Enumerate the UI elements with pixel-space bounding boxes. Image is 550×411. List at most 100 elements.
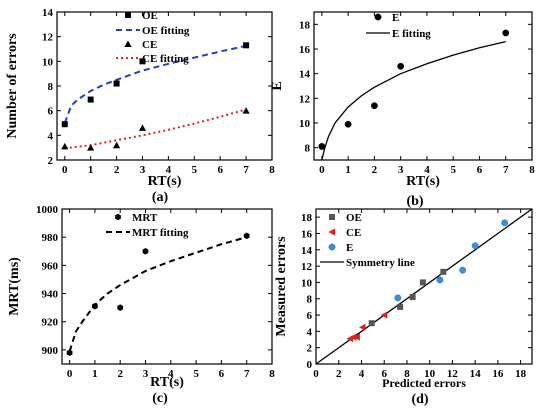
x-tick-label: 7 <box>243 164 249 176</box>
x-tick-label: 0 <box>313 368 319 380</box>
panel-label: (c) <box>152 391 168 406</box>
y-tick-label: 12 <box>301 261 313 273</box>
legend-marker <box>374 13 382 21</box>
data-point-ce <box>359 323 366 331</box>
data-point-oe <box>139 58 146 65</box>
y-axis-label: Measured errors <box>274 236 289 337</box>
x-tick-label: 5 <box>193 368 199 380</box>
y-tick-label: 980 <box>42 232 59 244</box>
panel-label: (d) <box>411 392 428 407</box>
x-tick-label: 8 <box>269 164 275 176</box>
legend-entry: CE fitting <box>116 53 189 65</box>
x-tick-label: 16 <box>492 368 504 380</box>
x-tick-label: 6 <box>477 164 483 176</box>
y-tick-label: 2 <box>48 155 54 167</box>
y-tick-label: 18 <box>299 19 311 31</box>
y-tick-label: 10 <box>299 118 311 130</box>
plot-frame <box>313 11 533 161</box>
x-tick-label: 18 <box>515 368 527 380</box>
x-axis-label: RT(s) <box>148 174 182 189</box>
data-point-e <box>436 276 444 284</box>
x-tick-label: 3 <box>143 368 149 380</box>
legend-entry: OE <box>125 10 158 22</box>
panel-d: 0 2 4 6 8 10 12 14 16 18 0 2 4 6 8 10 12 14 16 18 Predicted … <box>274 208 533 407</box>
x-tick-label: 6 <box>219 368 225 380</box>
legend-label: CE fitting <box>142 53 189 65</box>
legend-marker <box>115 213 121 221</box>
data-point-ce <box>138 124 147 131</box>
x-tick-label: 6 <box>217 164 223 176</box>
x-tick-label: 10 <box>424 368 436 380</box>
y-axis-label: Number of errors <box>5 33 20 139</box>
y-tick-label: 12 <box>299 93 311 105</box>
y-tick-label: 1000 <box>36 204 59 216</box>
legend-entry: E <box>328 242 353 254</box>
data-point-oe <box>113 80 120 87</box>
data-point-ce <box>112 141 121 149</box>
data-point-e <box>501 219 509 227</box>
legend-entry: OE <box>329 212 362 224</box>
x-tick-label: 0 <box>67 368 73 380</box>
data-point-ce <box>349 333 357 341</box>
legend-entry: CE <box>124 39 157 51</box>
data-point-oe <box>397 303 404 310</box>
data-point-ce <box>353 333 360 341</box>
y-tick-label: 10 <box>42 56 54 68</box>
x-tick-label: 7 <box>244 368 250 380</box>
legend-label: OE <box>142 10 158 22</box>
legend-entry: OE fitting <box>116 25 190 37</box>
series-line-e-fitting <box>321 40 506 160</box>
x-axis-label: RT(s) <box>150 375 184 390</box>
y-tick-label: 960 <box>42 260 59 272</box>
y-tick-label: 16 <box>301 228 313 240</box>
legend-entry: MRT fitting <box>106 227 189 239</box>
legend-label: Symmetry line <box>346 257 415 269</box>
data-point-oe <box>61 121 68 128</box>
legend-label: CE <box>142 39 157 51</box>
y-tick-label: 4 <box>307 326 313 338</box>
y-tick-label: 12 <box>42 32 54 44</box>
data-point-mrt <box>243 232 250 240</box>
x-tick-label: 5 <box>192 164 198 176</box>
series-line-oe-fitting <box>63 44 247 124</box>
data-point-oe <box>368 320 375 327</box>
panel-label: (a) <box>152 190 169 205</box>
y-tick-label: 8 <box>307 294 313 306</box>
x-tick-label: 14 <box>470 368 482 380</box>
legend-label: E <box>392 12 399 24</box>
x-tick-label: 1 <box>345 164 351 176</box>
data-point-e <box>318 143 326 150</box>
x-tick-label: 4 <box>359 368 365 380</box>
data-point-ce <box>61 142 69 150</box>
x-tick-label: 4 <box>166 164 172 176</box>
data-point-e <box>344 120 352 128</box>
data-point-ce <box>242 107 250 114</box>
x-tick-label: 1 <box>88 164 94 176</box>
data-point-ce <box>87 144 95 151</box>
y-tick-label: 2 <box>307 343 313 355</box>
x-tick-label: 5 <box>450 164 456 176</box>
y-tick-label: 940 <box>42 289 59 301</box>
data-point-e <box>502 29 510 37</box>
y-tick-label: 16 <box>299 44 311 56</box>
legend-marker <box>328 228 335 236</box>
legend-marker <box>328 243 336 251</box>
data-point-e <box>397 62 405 70</box>
legend-marker <box>124 40 132 47</box>
data-point-mrt <box>92 302 98 310</box>
data-point-e <box>394 294 402 302</box>
legend-label: E <box>346 242 353 254</box>
x-tick-label: 3 <box>398 164 404 176</box>
panel-c: 0 1 2 3 4 5 6 7 8 900 920 940 960 980 1000 RT(s) MRT(ms)… <box>7 204 275 406</box>
y-axis-label: E <box>270 81 285 90</box>
plot-frame <box>61 208 273 365</box>
x-tick-label: 7 <box>503 164 509 176</box>
y-tick-label: 18 <box>301 212 313 224</box>
legend-entry: CE <box>328 227 361 239</box>
data-point-oe <box>243 42 250 49</box>
x-tick-label: 2 <box>117 368 123 380</box>
series-line-ce-fitting <box>64 108 247 150</box>
data-point-e <box>371 102 378 110</box>
